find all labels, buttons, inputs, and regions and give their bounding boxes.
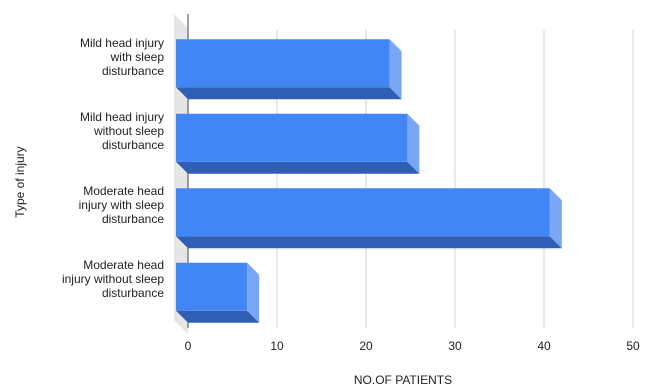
x-tick-label: 20 [359,339,373,353]
bar [176,188,550,237]
x-tick-label: 0 [184,339,192,353]
category-label-mild-without-sleep: Mild head injury without sleep disturban… [79,110,164,152]
bar-bottom-face [176,310,260,323]
x-tick-label: 10 [270,339,284,353]
bar-bottom-face [176,161,420,174]
y-axis-title: Type of injury [13,146,27,218]
bar-side-face [247,262,260,323]
bar [176,39,390,88]
x-tick-label: 40 [537,339,551,353]
bar-side-face [389,39,402,100]
category-label-moderate-with-sleep: Moderate head injury with sleep disturba… [78,184,164,226]
x-tick-label: 50 [626,339,640,353]
bar-side-face [407,113,420,174]
bar-bottom-face [176,87,402,100]
x-tick-label: 30 [448,339,462,353]
bar-side-face [549,188,562,249]
bar [176,262,248,311]
category-label-mild-with-sleep: Mild head injury with sleep disturbance [79,36,164,78]
bar [176,113,408,162]
x-axis-title: NO.OF PATIENTS [353,373,453,387]
category-label-moderate-without-sleep: Moderate head injury without sleep distu… [61,258,164,300]
bar-bottom-face [176,236,562,249]
